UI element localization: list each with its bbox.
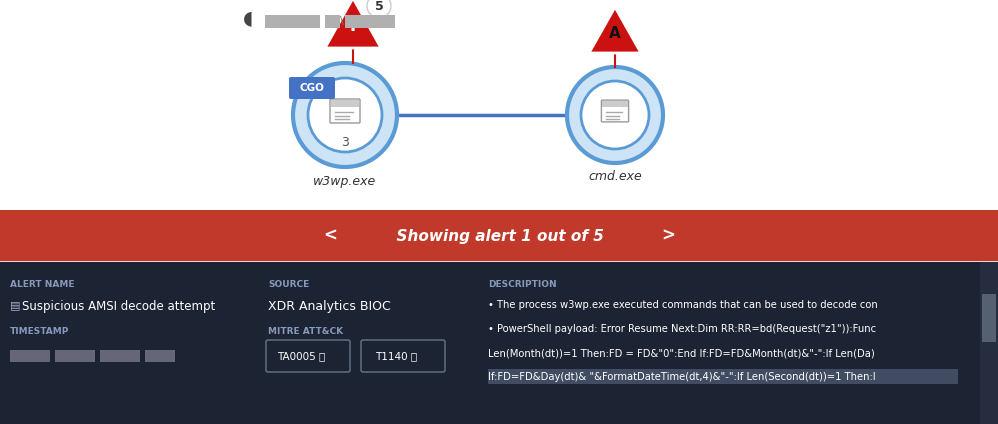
Bar bbox=[55, 350, 95, 362]
Circle shape bbox=[581, 81, 649, 149]
Text: ◖: ◖ bbox=[243, 8, 253, 28]
Bar bbox=[265, 15, 320, 28]
Text: CGO: CGO bbox=[299, 83, 324, 93]
Text: ▤: ▤ bbox=[10, 300, 21, 310]
Text: 5: 5 bbox=[374, 0, 383, 12]
Text: DESCRIPTION: DESCRIPTION bbox=[488, 280, 557, 289]
Text: cmd.exe: cmd.exe bbox=[588, 170, 642, 184]
Text: • The process w3wp.exe executed commands that can be used to decode con: • The process w3wp.exe executed commands… bbox=[488, 300, 878, 310]
Bar bbox=[0, 261, 998, 262]
Text: TIMESTAMP: TIMESTAMP bbox=[10, 327, 70, 336]
Text: XDR Analytics BIOC: XDR Analytics BIOC bbox=[268, 300, 391, 313]
Bar bbox=[145, 350, 175, 362]
Bar bbox=[488, 369, 958, 384]
Text: ALERT NAME: ALERT NAME bbox=[10, 280, 75, 289]
Circle shape bbox=[308, 78, 382, 152]
Text: \: \ bbox=[340, 16, 344, 26]
Bar bbox=[331, 100, 359, 107]
Bar bbox=[982, 294, 996, 342]
Circle shape bbox=[567, 67, 663, 163]
Text: TA0005 ⧉: TA0005 ⧉ bbox=[276, 351, 325, 361]
Text: !: ! bbox=[349, 17, 357, 35]
Bar bbox=[603, 101, 628, 107]
Bar bbox=[10, 350, 50, 362]
FancyBboxPatch shape bbox=[289, 77, 335, 99]
Bar bbox=[325, 15, 340, 28]
Polygon shape bbox=[325, 0, 381, 48]
Text: w3wp.exe: w3wp.exe bbox=[313, 176, 376, 189]
FancyBboxPatch shape bbox=[602, 100, 629, 122]
Circle shape bbox=[293, 63, 397, 167]
Polygon shape bbox=[589, 7, 641, 53]
Text: Suspicious AMSI decode attempt: Suspicious AMSI decode attempt bbox=[22, 300, 216, 313]
Bar bbox=[0, 0, 998, 210]
Text: MITRE ATT&CK: MITRE ATT&CK bbox=[268, 327, 343, 336]
Text: <: < bbox=[323, 227, 337, 245]
Text: If:FD=FD&Day(dt)& "&FormatDateTime(dt,4)&"-":If Len(Second(dt))=1 Then:I: If:FD=FD&Day(dt)& "&FormatDateTime(dt,4)… bbox=[488, 372, 875, 382]
Text: Len(Month(dt))=1 Then:FD = FD&"0":End If:FD=FD&Month(dt)&"-":If Len(Da): Len(Month(dt))=1 Then:FD = FD&"0":End If… bbox=[488, 348, 875, 358]
Text: Showing alert 1 out of 5: Showing alert 1 out of 5 bbox=[386, 229, 614, 243]
Bar bbox=[980, 262, 998, 424]
Text: • PowerShell payload: Error Resume Next:Dim RR:RR=bd(Request("z1")):Func: • PowerShell payload: Error Resume Next:… bbox=[488, 324, 876, 334]
Circle shape bbox=[367, 0, 391, 18]
Bar bbox=[0, 210, 998, 262]
Text: >: > bbox=[661, 227, 675, 245]
Text: A: A bbox=[609, 25, 621, 41]
Text: SOURCE: SOURCE bbox=[268, 280, 309, 289]
Text: T1140 ⧉: T1140 ⧉ bbox=[375, 351, 417, 361]
Bar bbox=[0, 262, 998, 424]
Text: 3: 3 bbox=[341, 137, 349, 150]
FancyBboxPatch shape bbox=[330, 99, 360, 123]
Bar bbox=[345, 15, 395, 28]
Bar bbox=[100, 350, 140, 362]
